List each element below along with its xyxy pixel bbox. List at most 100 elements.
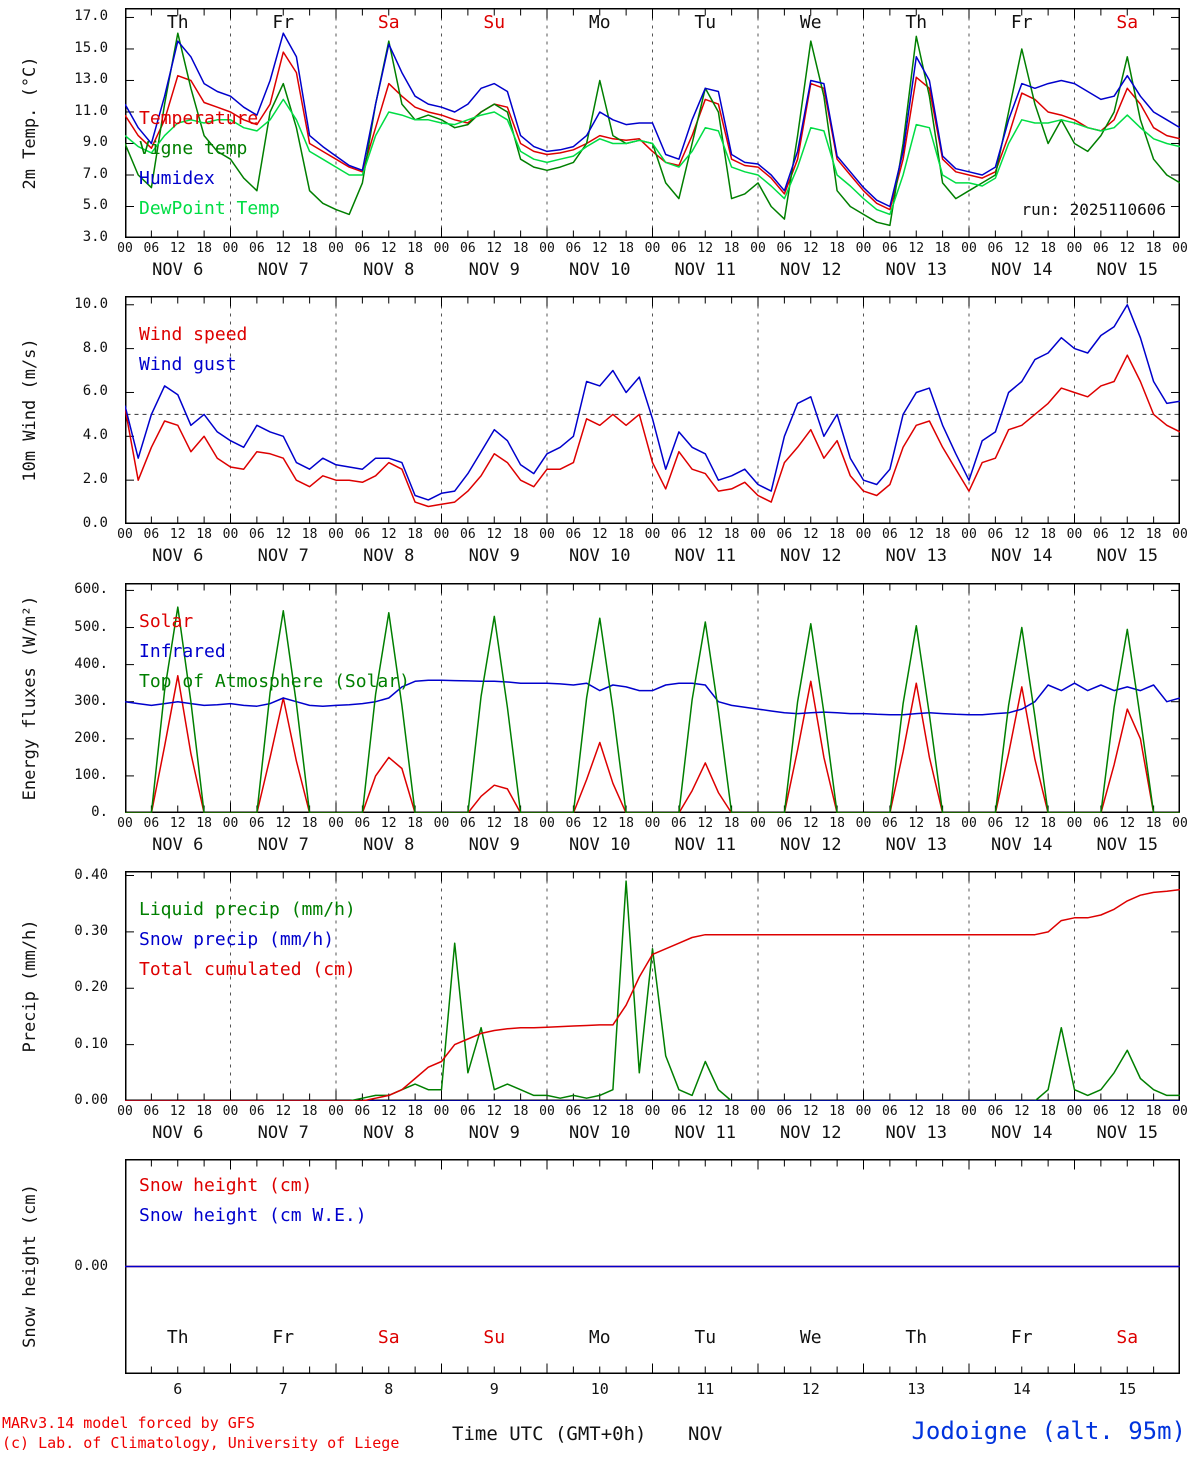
x-tick-label: 12 (1119, 527, 1136, 542)
x-day-label: NOV 8 (363, 835, 415, 855)
y-tick-label: 3.0 (82, 229, 108, 245)
x-day-label: NOV 14 (991, 835, 1053, 855)
x-tick-labels: 00 06 12 18 00 06 12 18 00 06 12 18 00 06 12 18 00 06 12 18… (0, 527, 1194, 544)
x-tick-label: 06 (776, 241, 793, 256)
x-tick-label: 12 (591, 241, 608, 256)
x-day-label: NOV 12 (780, 835, 842, 855)
x-day-label: NOV 7 (257, 835, 309, 855)
x-tick-label: 18 (723, 241, 740, 256)
y-tick-label: 0.10 (74, 1035, 108, 1052)
legend-item: Wind gust (139, 354, 237, 375)
y-tick-label: 0.00 (74, 1257, 108, 1274)
legend-item: Temperature (139, 108, 259, 129)
x-tick-label: 06 (565, 241, 582, 256)
x-tick-label: 18 (934, 527, 951, 542)
x-day-label: NOV 13 (885, 546, 947, 566)
y-tick-label: 0.40 (74, 866, 108, 883)
x-day-label: NOV 14 (991, 1123, 1053, 1143)
x-tick-label: 06 (249, 1104, 265, 1119)
x-tick-label: 12 (697, 816, 714, 831)
y-tick-label: 500. (74, 618, 108, 635)
x-tick-label: 12 (380, 1104, 397, 1119)
x-tick-label: 18 (829, 1104, 845, 1119)
x-tick-label: 00 (222, 1104, 239, 1119)
x-tick-label: 00 (117, 527, 133, 542)
y-tick-label: 2.0 (82, 471, 108, 488)
x-tick-label: 18 (829, 527, 845, 542)
x-tick-label: 00 (961, 527, 977, 542)
energy-legend: Solar Infrared Top of Atmosphere (Solar) (139, 607, 410, 697)
y-tick-label: 300. (74, 692, 108, 709)
x-tick-label: 06 (143, 241, 160, 256)
x-tick-label: 12 (1013, 527, 1030, 542)
x-tick-label: 18 (1040, 527, 1056, 542)
x-tick-label: 18 (512, 527, 529, 542)
temperature-plot-svg (125, 8, 1180, 238)
x-day-label: NOV 14 (991, 260, 1053, 280)
x-tick-label: 06 (987, 816, 1004, 831)
x-day-label: NOV 11 (674, 1123, 736, 1143)
x-tick-label: 12 (380, 527, 397, 542)
x-tick-label: 06 (565, 1104, 582, 1119)
x-day-label: NOV 10 (569, 1123, 631, 1143)
y-tick-label: 8.0 (82, 339, 108, 356)
legend-item: Top of Atmosphere (Solar) (139, 671, 410, 692)
x-tick-label: 18 (301, 1104, 318, 1119)
x-tick-label: 18 (407, 816, 423, 831)
x-day-label: NOV 6 (152, 546, 204, 566)
x-tick-label: 00 (222, 816, 239, 831)
x-tick-label: 12 (1119, 1104, 1136, 1119)
y-tick-label: 10.0 (74, 295, 108, 312)
panel-precip: Precip (mm/h) 0.00 0.10 0.20 0.30 0.40 Liqui… (0, 867, 1194, 1159)
x-tick-label: 00 (433, 241, 450, 256)
panel-temperature: 2m Temp. (°C) 3.0 5.0 7.0 9.0 11.0 13.0 15.0 17… (0, 8, 1194, 296)
wind-legend: Wind speed Wind gust (139, 320, 247, 380)
x-tick-label: 12 (275, 816, 292, 831)
x-tick-label: 18 (301, 241, 318, 256)
x-tick-label: 12 (697, 527, 714, 542)
x-tick-label: 12 (802, 241, 819, 256)
x-tick-label: 12 (275, 241, 292, 256)
x-tick-label: 18 (723, 816, 740, 831)
x-day-labels: NOV 6 NOV 7 NOV 8 NOV 9 NOV 10 NOV 11 NOV 12 NO… (0, 260, 1194, 282)
x-tick-label: 18 (512, 816, 529, 831)
x-tick-label: 12 (169, 1104, 186, 1119)
y-tick-label: 200. (74, 729, 108, 746)
x-day-label: NOV 6 (152, 1123, 204, 1143)
x-tick-label: 00 (961, 241, 977, 256)
x-day-number: 14 (1012, 1380, 1031, 1398)
x-tick-label: 12 (1013, 816, 1030, 831)
y-tick-label: 600. (74, 581, 108, 598)
x-tick-label: 18 (723, 527, 740, 542)
x-day-number: 6 (173, 1380, 183, 1398)
x-day-number: 13 (907, 1380, 926, 1398)
x-tick-label: 12 (908, 241, 925, 256)
temperature-plot: Th Fr Sa Su Mo Tu We Th Fr Sa Temperature Vigne te… (125, 8, 1180, 238)
x-tick-label: 00 (539, 241, 555, 256)
x-day-label: NOV 12 (780, 546, 842, 566)
x-day-label: NOV 6 (152, 260, 204, 280)
x-tick-label: 12 (908, 1104, 925, 1119)
x-tick-label: 18 (618, 816, 634, 831)
x-tick-label: 12 (591, 527, 608, 542)
x-tick-label: 18 (407, 1104, 423, 1119)
snow-legend: Snow height (cm) Snow height (cm W.E.) (139, 1171, 367, 1231)
y-tick-label: 5.0 (82, 197, 108, 214)
x-tick-label: 12 (275, 527, 292, 542)
x-tick-label: 12 (697, 241, 714, 256)
x-day-label: NOV 14 (991, 546, 1053, 566)
x-tick-label: 18 (1040, 816, 1056, 831)
x-tick-label: 00 (1066, 816, 1083, 831)
x-tick-label: 06 (143, 1104, 160, 1119)
x-tick-label: 00 (222, 527, 239, 542)
x-tick-label: 00 (433, 527, 450, 542)
x-tick-label: 18 (1145, 816, 1162, 831)
x-tick-label: 00 (750, 1104, 766, 1119)
x-tick-label: 12 (802, 816, 819, 831)
x-tick-label: 06 (143, 816, 160, 831)
x-tick-label: 12 (591, 1104, 608, 1119)
x-day-number: 12 (801, 1380, 820, 1398)
x-tick-label: 18 (829, 816, 845, 831)
x-tick-label: 00 (328, 816, 344, 831)
